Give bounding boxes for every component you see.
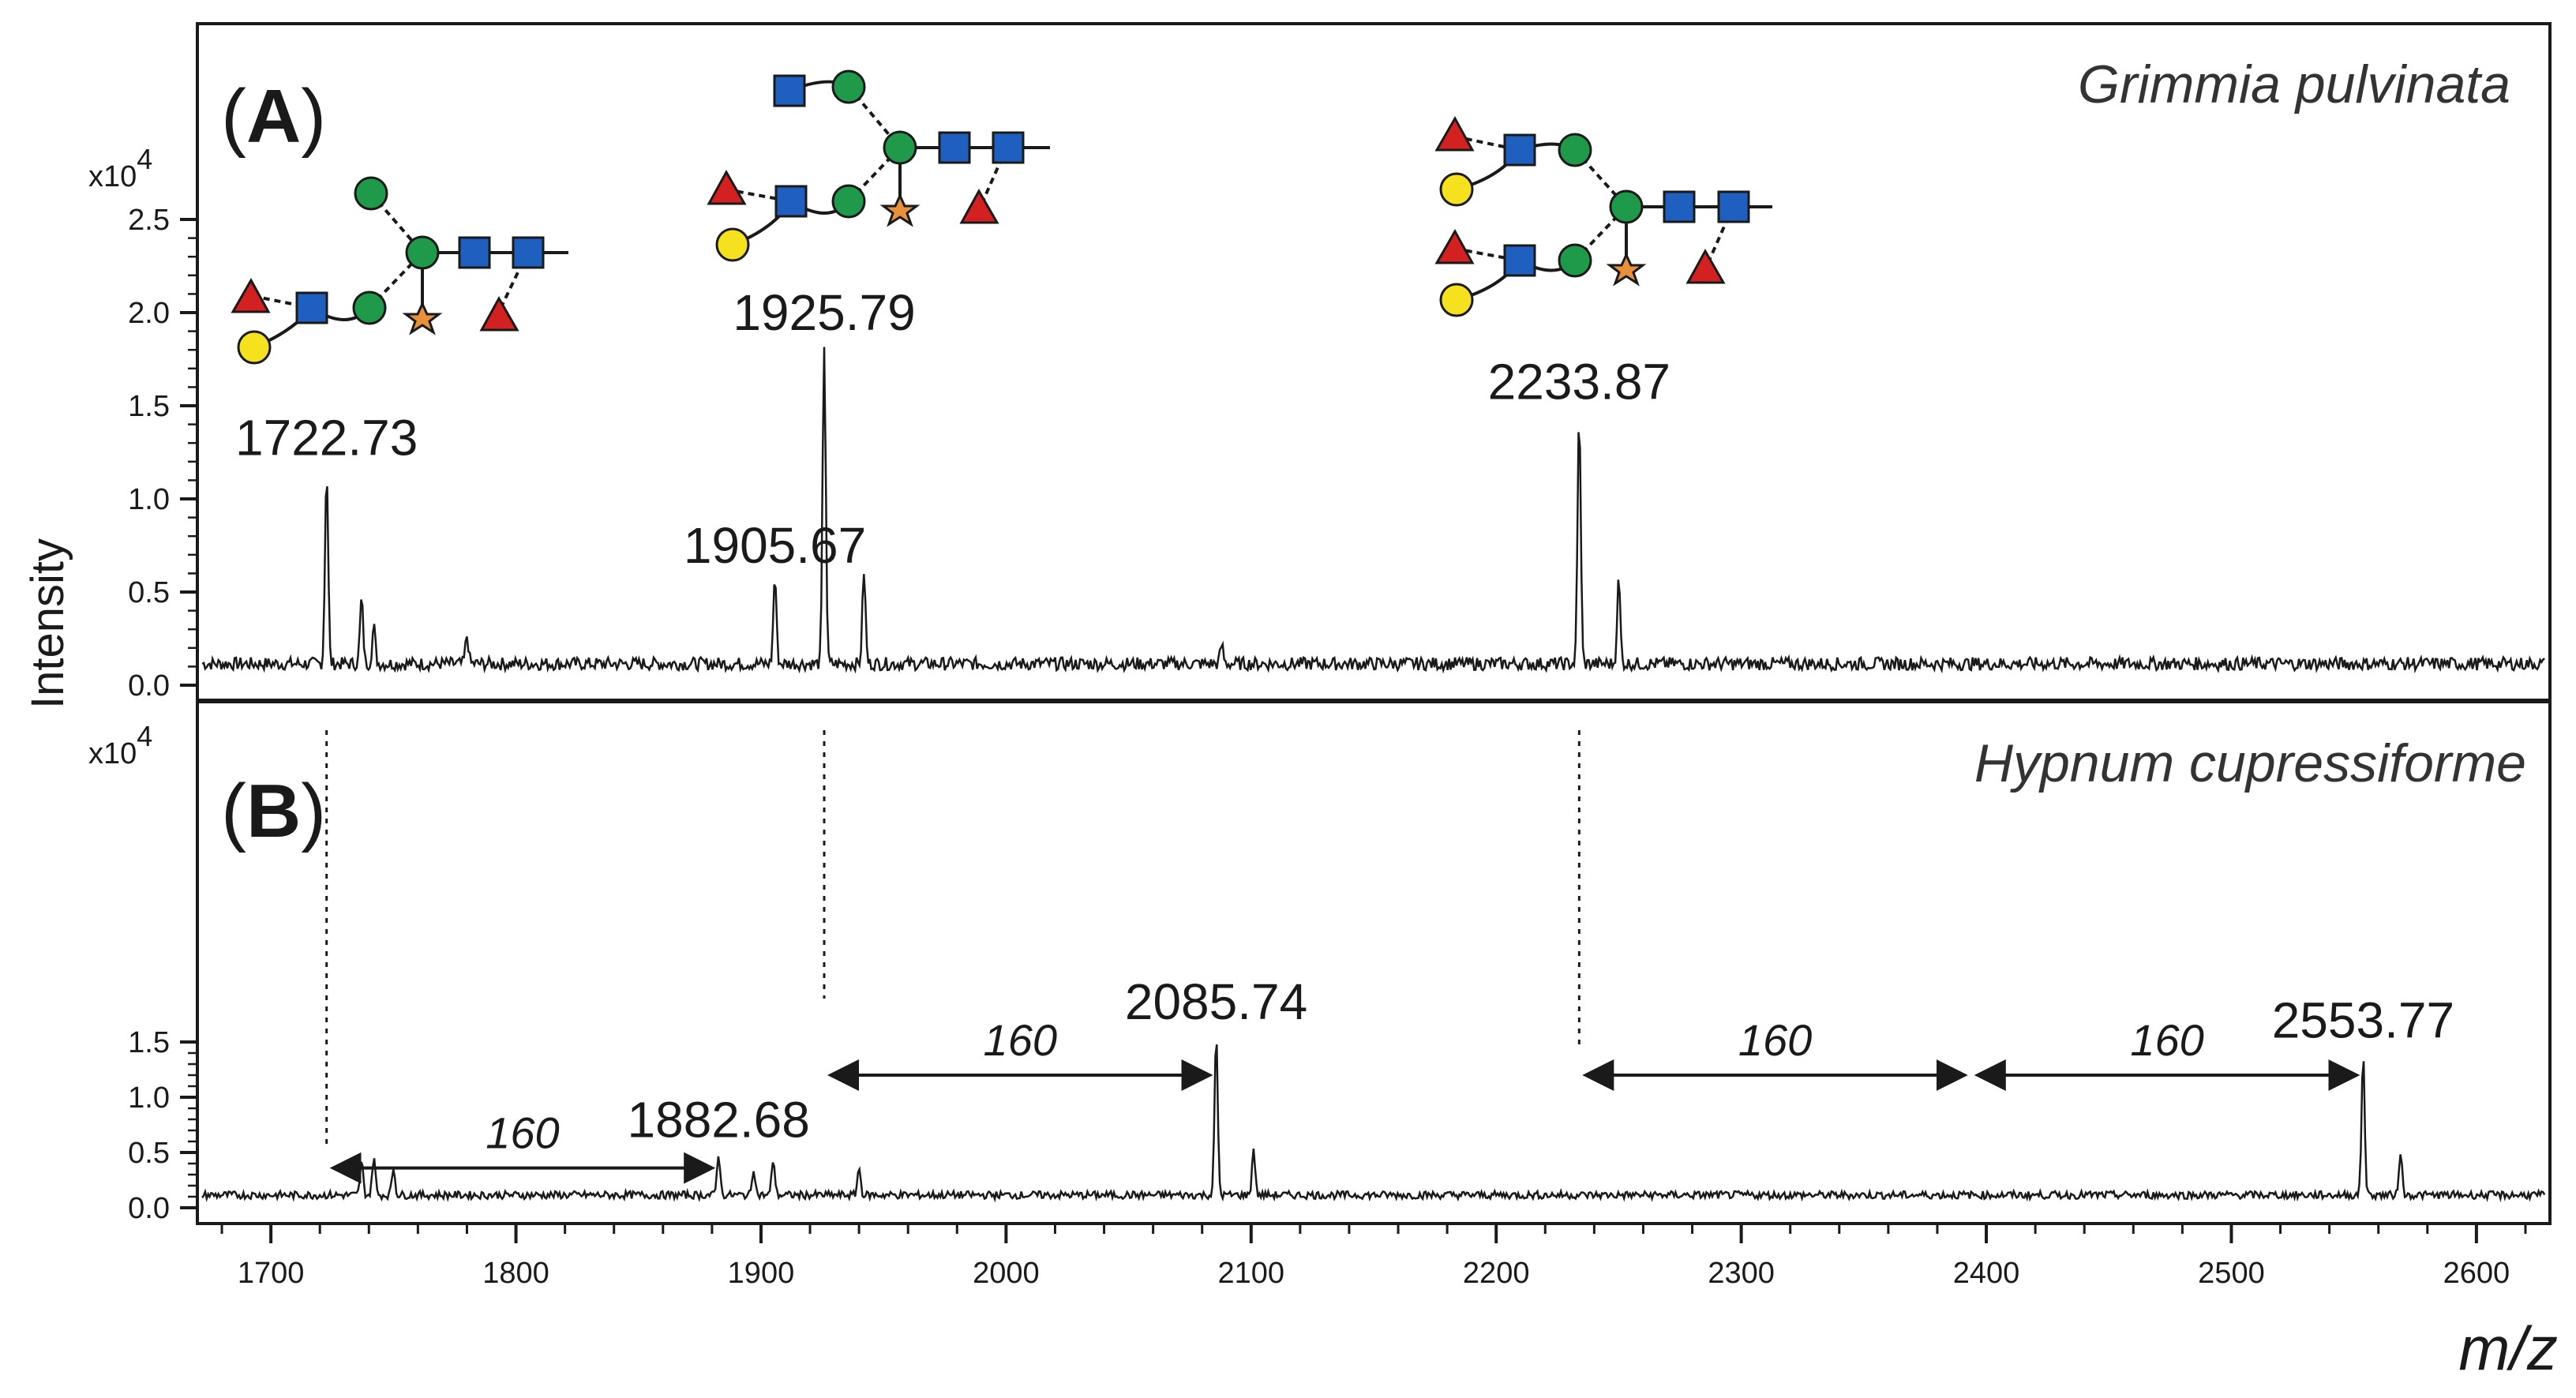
fucose-icon [231,277,271,313]
x-tick-label: 2600 [2443,1257,2510,1290]
glcnac-icon [1663,190,1696,223]
glcnac-icon [458,236,491,269]
peak-label: 2553.77 [2272,992,2454,1049]
panel-a-y-multiplier: x104 [88,143,152,193]
galactose-icon [715,227,750,262]
panel-b-letter: (B) [221,769,326,853]
x-tick-label: 1800 [482,1257,549,1290]
peak-label: 1925.79 [733,284,915,341]
xylose-icon [1606,252,1647,287]
mannose-icon [1609,189,1644,224]
y-tick-label: 2.0 [128,297,170,330]
peak-label: 1722.73 [235,409,418,466]
xylose-icon [402,301,443,335]
glcnac-icon [512,236,545,269]
fucose-icon [959,188,999,224]
x-tick-label: 2200 [1463,1257,1530,1290]
galactose-icon [237,330,272,365]
panel-b-y-multiplier-base: x10 [88,737,137,770]
x-tick-label: 1900 [728,1257,795,1290]
x-axis-title: m/z [2458,1314,2558,1383]
x-tick-label: 2000 [973,1257,1040,1290]
galactose-icon [1439,172,1474,207]
y-tick-label: 2.5 [128,204,170,237]
x-tick-label: 2300 [1708,1257,1775,1290]
glycan-structure-1925 [707,69,1050,262]
spectrum-trace-b [201,1044,2546,1203]
mannose-icon [352,290,387,325]
y-tick-label: 0.5 [128,576,170,609]
y-tick-label: 1.5 [128,390,170,423]
y-tick-label: 0.5 [128,1137,170,1170]
panel-a-species: Grimmia pulvinata [2078,54,2510,114]
peak-labels: 1722.73 1905.67 1925.79 2233.87 1882.68 2085.… [235,284,2454,1148]
panel-a-y-multiplier-base: x10 [88,160,137,193]
mannose-icon [405,235,440,270]
glcnac-icon [295,291,328,324]
fucose-icon [1434,115,1475,152]
panel-b-y-multiplier-exp: 4 [137,720,152,752]
mannose-icon [883,130,917,165]
peak-label: 2233.87 [1488,354,1670,410]
peak-label: 1882.68 [628,1092,810,1149]
glycan-structure-2233 [1434,115,1772,317]
peak-label: 2085.74 [1125,973,1307,1030]
mass-difference-label: 160 [486,1108,559,1158]
glycan-structure-1722 [231,176,568,365]
panel-b-letter-text: B [246,769,301,853]
glcnac-icon [773,74,806,107]
panel-a-y-multiplier-exp: 4 [137,143,152,175]
mannose-icon [354,176,388,211]
fucose-icon [1434,228,1475,264]
plot-frame [196,22,2552,1225]
xylose-icon [879,193,921,227]
panel-b-y-multiplier: x104 [88,720,152,770]
y-tick-label: 1.5 [128,1026,170,1059]
y-tick-label: 0.0 [128,1192,170,1225]
axes-layer: 1700 1800 1900 2000 2100 2200 2300 2400 2500 2600… [128,204,2527,1290]
y-tick-label: 0.0 [128,669,170,703]
y-tick-label: 1.0 [128,1081,170,1115]
fucose-icon [479,295,519,332]
mannose-icon [1558,133,1592,167]
panel-b-species: Hypnum cupressiforme [1974,733,2526,793]
panel-a-letter-text: A [246,74,301,159]
x-tick-label: 2500 [2198,1257,2265,1290]
x-tick-label: 2100 [1218,1257,1285,1290]
panel-a-letter: (A) [221,74,326,159]
glcnac-icon [938,131,971,164]
mannose-icon [831,184,866,219]
mass-difference-label: 160 [1738,1015,1812,1065]
y-tick-label: 1.0 [128,483,170,516]
mass-difference-label: 160 [2130,1015,2203,1065]
mannose-icon [831,69,866,104]
glcnac-icon [1503,133,1536,167]
spectrum-trace-a [201,347,2545,674]
fucose-icon [707,169,747,205]
mass-difference-label: 160 [984,1015,1057,1065]
x-tick-label: 1700 [238,1257,305,1290]
spectrum-traces [201,347,2546,1203]
mannose-icon [1558,243,1592,278]
reference-lines [325,730,1580,1145]
glcnac-icon [1503,244,1536,277]
mass-difference-arrows: 160 160 160 160 [329,1015,2360,1184]
glcnac-icon [774,185,808,218]
peak-label: 1905.67 [684,517,866,574]
glcnac-icon [1717,190,1750,223]
y-axis-title: Intensity [22,538,73,709]
x-tick-label: 2400 [1953,1257,2020,1290]
glcnac-icon [992,131,1025,164]
galactose-icon [1439,283,1474,317]
fucose-icon [1685,248,1726,284]
